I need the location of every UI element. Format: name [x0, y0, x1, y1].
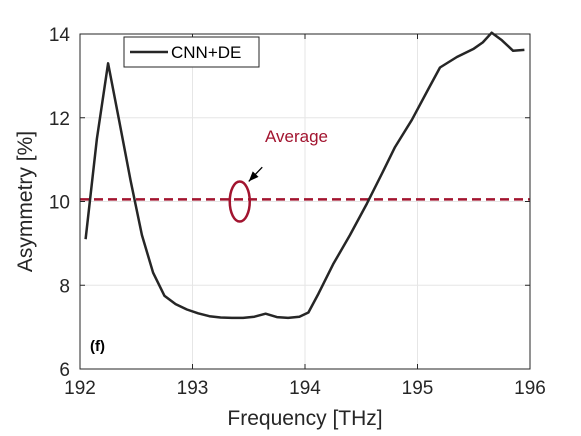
series-line-group: [84, 31, 525, 320]
axis-ticks: [79, 33, 531, 370]
y-tick-label: 8: [59, 276, 70, 297]
panel-label: (f): [90, 338, 105, 355]
annotation-arrow-head: [248, 171, 259, 182]
annotation-group: [228, 166, 263, 223]
y-tick-label: 14: [49, 25, 71, 46]
y-tick-label: 6: [59, 360, 70, 381]
series-line-cnn-de: [84, 31, 525, 320]
average-ellipse-marker: [228, 180, 251, 223]
grid-lines: [79, 33, 531, 370]
x-tick-label: 193: [177, 378, 209, 399]
x-tick-label: 195: [402, 378, 434, 399]
x-tick-label: 194: [289, 378, 321, 399]
y-tick-label: 12: [49, 109, 70, 130]
legend: CNN+DE: [123, 36, 260, 68]
y-axis-label: Asymmetry [%]: [14, 131, 37, 272]
y-tick-label: 10: [49, 193, 70, 214]
annotation-label: Average: [265, 127, 328, 146]
x-tick-label: 192: [64, 378, 96, 399]
x-tick-label: 196: [514, 378, 546, 399]
tick-labels: 192 193 194 195 196 6 8 10 12 14: [49, 25, 546, 399]
legend-label-cnn-de: CNN+DE: [171, 43, 241, 62]
x-axis-label: Frequency [THz]: [227, 407, 382, 430]
